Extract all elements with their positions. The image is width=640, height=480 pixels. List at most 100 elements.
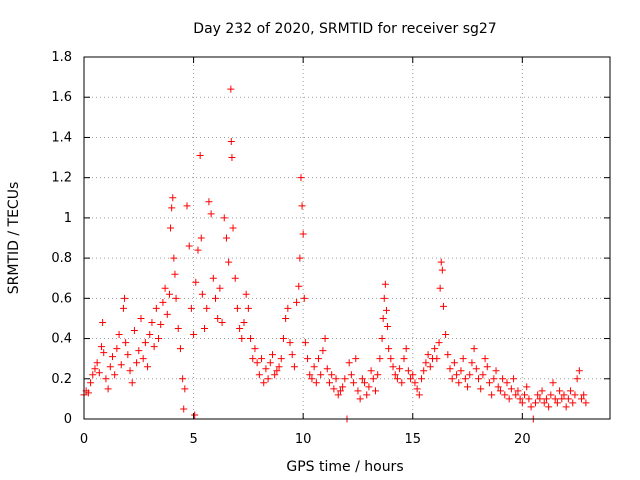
data-point [296,254,304,262]
data-point [387,355,395,363]
data-point [273,367,281,375]
y-tick-label: 1.8 [51,50,72,65]
x-tick-label: 10 [295,432,312,447]
data-point [354,387,362,395]
data-point [466,371,474,379]
data-point [523,383,531,391]
data-point [146,331,154,339]
data-point [300,294,308,302]
data-point [573,375,581,383]
data-point [98,343,106,351]
data-point [159,298,167,306]
data-point [459,355,467,363]
data-point [222,234,230,242]
data-point [490,375,498,383]
data-point [181,385,189,393]
data-point [228,154,236,162]
data-point [365,383,373,391]
data-point [341,375,349,383]
data-point [192,278,200,286]
data-point [494,383,502,391]
data-point [516,395,524,403]
data-point [549,379,557,387]
data-point [201,325,209,332]
data-point [310,363,318,371]
x-tick-label: 20 [514,432,531,447]
data-point [481,355,489,363]
data-point [91,365,99,373]
data-point [551,395,559,403]
data-point [325,379,333,387]
data-point [312,379,320,387]
data-point [409,371,417,379]
data-point [436,284,444,292]
data-point [290,363,298,371]
data-point [297,174,305,182]
data-point [176,345,184,353]
data-point [398,379,406,387]
data-point [288,351,296,359]
data-point [437,258,445,266]
data-point [438,266,446,274]
data-point [547,391,555,399]
data-point [119,304,127,312]
data-point [295,282,303,290]
data-point [317,371,325,379]
data-point [268,351,276,359]
data-point [378,335,386,343]
data-point [126,367,134,375]
data-point [242,290,250,298]
data-point [569,399,577,407]
data-point [306,371,314,379]
data-point [475,375,482,383]
data-point [391,371,399,379]
data-point [238,335,246,343]
data-point [556,387,564,395]
data-point [453,371,461,379]
data-point [133,359,141,367]
data-point [266,359,274,367]
data-point [157,320,165,328]
x-tick-label: 0 [80,432,88,447]
data-point [413,385,421,393]
y-tick-label: 0.8 [51,251,72,266]
data-point [503,379,511,387]
data-point [400,355,408,363]
data-point [507,385,515,393]
data-point [174,325,182,332]
data-point [150,343,158,351]
data-point [212,294,219,302]
data-point [426,363,434,371]
data-point [485,379,493,387]
y-tick-label: 0.6 [51,291,72,306]
data-point [100,349,108,357]
data-points [80,85,590,423]
data-point [122,339,130,347]
data-point [144,363,152,371]
data-point [209,274,217,282]
data-point [582,399,590,407]
data-point [315,355,323,363]
data-point [258,355,266,363]
data-point [531,399,539,407]
data-point [328,371,336,379]
data-point [220,214,228,222]
data-point [102,375,110,383]
data-point [227,85,235,93]
y-tick-labels: 0 0.2 0.4 0.6 0.8 1 1.2 1.4 1.6 1.8 [51,50,72,427]
data-point [279,335,287,343]
data-point [488,391,496,399]
data-point [512,391,520,399]
data-point [179,375,187,383]
data-point [135,347,143,355]
data-point [194,246,202,254]
data-point [384,322,392,330]
y-tick-label: 1.6 [51,90,72,105]
data-point [455,379,463,387]
data-point [271,371,279,379]
data-point [225,258,233,266]
y-tick-label: 0 [64,412,72,427]
data-point [152,304,160,312]
data-point [106,363,114,371]
data-point [396,365,404,373]
